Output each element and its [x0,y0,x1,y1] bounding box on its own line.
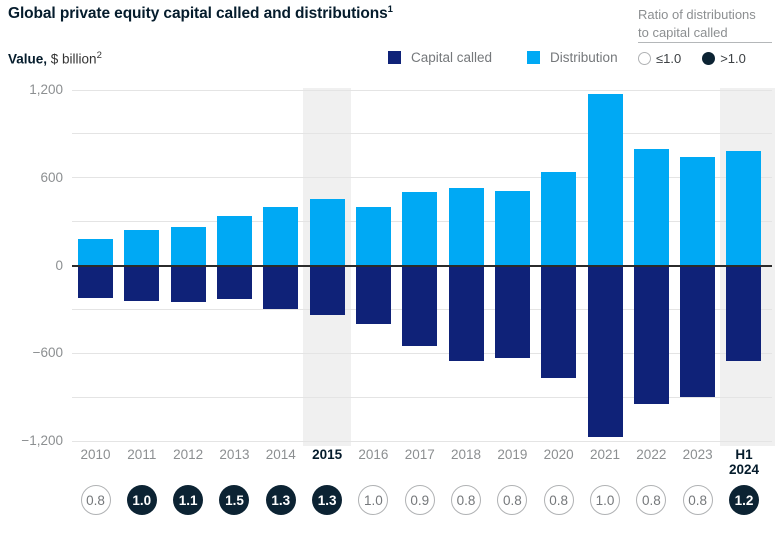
ratio-badge-2020: 0.8 [543,485,574,515]
gridline [72,440,772,442]
ratio-badge-2018: 0.8 [451,485,482,515]
x-axis-label-2010: 2010 [80,447,111,462]
ratio-badge-2013: 1.5 [219,485,250,515]
x-axis-label-2023: 2023 [682,447,713,462]
distribution-legend-label: Distribution [550,50,618,65]
x-axis-label-2018: 2018 [451,447,482,462]
bar-capital-called-2023 [680,265,716,398]
x-axis-label-2011: 2011 [127,447,157,462]
bar-capital-called-2013 [216,265,252,300]
bar-distribution-2017 [402,192,438,266]
y-axis-title-unit: $ billion [47,51,97,67]
ratio-heading-line2: to capital called [638,24,728,40]
bar-distribution-2012 [170,226,206,266]
ratio-open-label: ≤1.0 [656,51,682,66]
bar-distribution-H1-2024 [726,151,762,266]
x-axis-label-2021: 2021 [589,447,621,462]
x-axis-label-2013: 2013 [219,447,250,462]
bar-capital-called-2017 [402,265,438,346]
x-axis-label-2020: 2020 [543,447,574,462]
bar-capital-called-2014 [263,265,299,309]
bar-capital-called-2012 [170,265,206,303]
ratio-filled-label: >1.0 [720,51,746,66]
ratio-heading-line1: Ratio of distributions [638,7,756,22]
ratio-badge-2011: 1.0 [126,485,157,515]
chart-title-text: Global private equity capital called and… [8,5,388,23]
bar-distribution-2015 [309,198,345,266]
gridline [72,177,772,179]
ratio-badge-H1-2024: 1.2 [728,485,759,515]
x-axis-label-2022: 2022 [636,447,667,462]
ratio-badge-2021: 1.0 [590,485,621,515]
gridline [72,352,772,354]
ratio-filled-circle-icon [702,52,716,65]
capital-called-legend-label: Capital called [411,50,493,65]
bar-distribution-2010 [78,239,113,266]
bar-distribution-2016 [355,207,391,266]
zero-axis-line [72,264,772,267]
ratio-badge-2014: 1.3 [265,485,296,515]
ratio-badge-2015: 1.3 [312,485,343,515]
distribution-swatch-icon [527,51,541,64]
bar-distribution-2011 [124,229,160,266]
bar-capital-called-2015 [309,265,345,316]
bar-capital-called-2016 [355,265,391,324]
ratio-badge-2022: 0.8 [636,485,667,515]
y-axis-title-bold: Value, [8,51,48,67]
y-axis-tick-label: 0 [55,257,63,273]
ratio-badge-2016: 1.0 [358,485,389,515]
x-axis-label-2016: 2016 [358,447,389,462]
x-axis-label-2015: 2015 [312,447,343,462]
x-axis-label-2017: 2017 [404,447,435,462]
y-axis-tick-label: 1,200 [29,82,63,97]
bar-distribution-2022 [633,148,669,266]
x-axis-label-2014: 2014 [265,447,296,462]
bar-distribution-2013 [216,215,252,266]
bar-capital-called-2021 [587,265,623,438]
bar-distribution-2020 [541,171,577,266]
bar-capital-called-2019 [494,265,530,358]
chart-title: Global private equity capital called and… [8,4,393,23]
ratio-legend-heading: Ratio of distributions to capital called [638,6,774,41]
bar-capital-called-2011 [124,265,160,301]
gridline [72,396,772,398]
bar-distribution-2014 [263,207,299,266]
ratio-legend: ≤1.0 >1.0 [638,51,746,66]
y-axis-tick-label: 600 [40,169,63,185]
ratio-open-circle-icon [638,52,651,65]
ratio-badge-2012: 1.1 [173,485,204,515]
bar-capital-called-2010 [78,265,113,298]
ratio-legend-divider [638,42,772,43]
title-footnote-marker: 1 [387,4,393,15]
x-axis-label-2012: 2012 [173,447,204,462]
capital-called-swatch-icon [388,51,401,64]
bar-capital-called-2020 [541,265,577,379]
ratio-badge-2019: 0.8 [497,485,528,515]
bar-distribution-2021 [587,94,623,266]
y-axis-tick-label: −600 [32,345,63,361]
gridline [72,89,772,91]
gridline [72,133,772,135]
bar-distribution-2018 [448,187,484,266]
bar-distribution-2023 [680,157,716,266]
y-axis-tick-label: −1,200 [21,433,63,448]
y-axis-title: Value, $ billion2 [8,50,102,67]
bar-capital-called-H1-2024 [726,265,762,361]
bar-distribution-2019 [494,190,530,266]
ratio-badge-2010: 0.8 [80,485,111,515]
bar-capital-called-2022 [633,265,669,405]
series-legend: Capital called Distribution [388,50,618,65]
x-axis-label-2019: 2019 [497,447,528,462]
y-axis-footnote-marker: 2 [96,50,102,61]
ratio-badge-2023: 0.8 [682,485,713,515]
x-axis-label-H1-2024: H1 2024 [728,447,759,477]
ratio-badge-2017: 0.9 [404,485,435,515]
bar-capital-called-2018 [448,265,484,361]
